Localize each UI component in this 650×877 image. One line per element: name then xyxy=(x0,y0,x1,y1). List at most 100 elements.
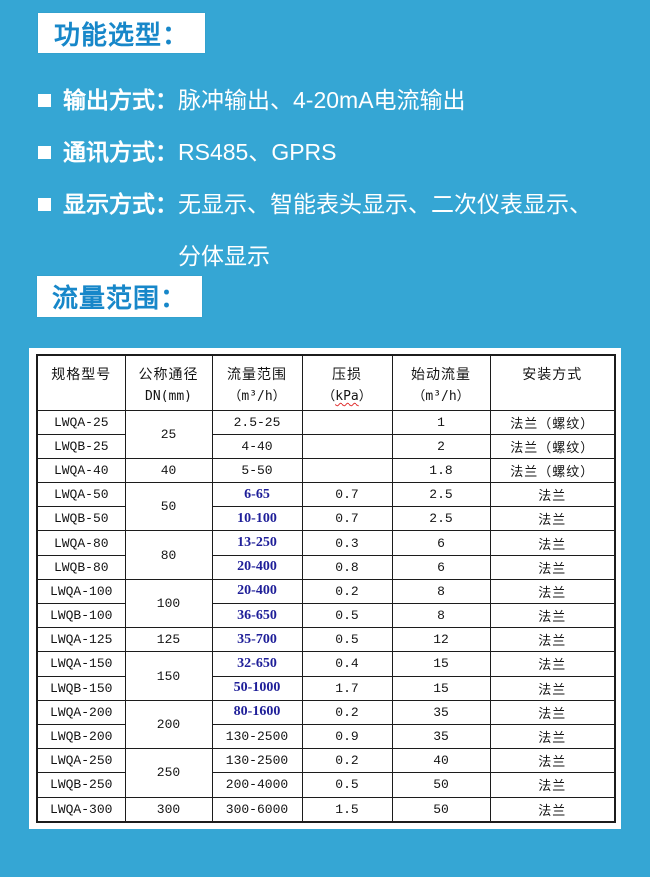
bullet-value: 无显示、智能表头显示、二次仪表显示、 分体显示 xyxy=(178,188,592,272)
cell-model: LWQA-300 xyxy=(36,796,126,823)
cell-flow-range: 20-400 xyxy=(211,578,303,605)
cell-pressure-loss xyxy=(301,457,393,484)
table-row: LWQB-25 4-40 2 法兰（螺纹） xyxy=(36,433,616,459)
cell-install: 法兰（螺纹） xyxy=(489,409,616,435)
cell-pressure-loss: 0.9 xyxy=(301,723,393,750)
cell-pressure-loss xyxy=(301,433,393,459)
cell-flow-range: 50-1000 xyxy=(211,675,303,701)
column-title: 流量范围 xyxy=(227,366,287,382)
column-header: 压损 （kPa） xyxy=(301,354,393,411)
cell-start-flow: 35 xyxy=(391,699,491,725)
table-row: LWQB-250 200-4000 0.5 50 法兰 xyxy=(36,772,616,798)
function-selection-title: 功能选型： xyxy=(53,19,189,50)
cell-flow-range: 130-2500 xyxy=(211,748,303,774)
cell-install: 法兰 xyxy=(489,627,616,653)
bullet-label: 显示方式： xyxy=(63,191,178,217)
cell-flow-range: 6-65 xyxy=(211,482,303,508)
cell-pressure-loss: 0.5 xyxy=(301,602,393,629)
column-title: 公称通径 xyxy=(138,366,199,382)
cell-start-flow: 6 xyxy=(391,554,491,580)
cell-dn: 250 xyxy=(124,748,213,798)
cell-start-flow: 2.5 xyxy=(391,482,491,508)
cell-pressure-loss: 0.3 xyxy=(301,530,393,556)
cell-pressure-loss: 0.5 xyxy=(301,627,393,653)
cell-start-flow: 8 xyxy=(391,578,491,605)
cell-pressure-loss: 0.2 xyxy=(301,748,393,774)
table-row: LWQB-150 50-1000 1.7 15 法兰 xyxy=(36,675,616,701)
cell-model: LWQA-100 xyxy=(36,578,126,605)
column-title: 规格型号 xyxy=(51,366,112,382)
cell-model: LWQB-100 xyxy=(36,602,126,629)
cell-dn: 100 xyxy=(124,578,213,629)
cell-flow-range: 80-1600 xyxy=(211,699,303,725)
cell-pressure-loss: 0.7 xyxy=(301,482,393,508)
cell-flow-range: 32-650 xyxy=(211,651,303,677)
cell-pressure-loss: 0.7 xyxy=(301,506,393,532)
cell-model: LWQB-25 xyxy=(36,433,126,459)
cell-install: 法兰 xyxy=(489,723,616,750)
cell-pressure-loss: 0.5 xyxy=(301,772,393,798)
cell-model: LWQB-250 xyxy=(36,772,126,798)
bullet-value: 脉冲输出、4-20mA电流输出 xyxy=(178,84,466,116)
cell-install: 法兰 xyxy=(489,530,616,556)
table-row: LWQB-100 36-650 0.5 8 法兰 xyxy=(36,602,616,629)
cell-pressure-loss: 1.7 xyxy=(301,675,393,701)
column-unit: （m³/h） xyxy=(228,389,286,404)
table-row: LWQA-250 250 130-2500 0.2 40 法兰 xyxy=(36,748,616,798)
function-selection-list: 输出方式： 脉冲输出、4-20mA电流输出 通讯方式： RS485、GPRS 显… xyxy=(38,84,630,292)
cell-dn: 200 xyxy=(124,699,213,750)
cell-install: 法兰（螺纹） xyxy=(489,433,616,459)
cell-install: 法兰 xyxy=(489,651,616,677)
table-row: LWQB-80 20-400 0.8 6 法兰 xyxy=(36,554,616,580)
cell-flow-range: 35-700 xyxy=(211,627,303,653)
column-unit: （kPa） xyxy=(322,389,372,404)
bullet-comm-mode: 通讯方式： RS485、GPRS xyxy=(38,136,630,168)
column-title: 安装方式 xyxy=(522,366,583,382)
cell-pressure-loss: 0.2 xyxy=(301,699,393,725)
cell-start-flow: 15 xyxy=(391,675,491,701)
cell-dn: 125 xyxy=(124,627,213,653)
cell-start-flow: 8 xyxy=(391,602,491,629)
cell-flow-range: 10-100 xyxy=(211,506,303,532)
cell-flow-range: 200-4000 xyxy=(211,772,303,798)
table-row: LWQA-100 100 20-400 0.2 8 法兰 xyxy=(36,578,616,629)
bullet-label: 通讯方式： xyxy=(63,139,178,165)
cell-model: LWQA-25 xyxy=(36,409,126,435)
cell-start-flow: 15 xyxy=(391,651,491,677)
cell-model: LWQA-150 xyxy=(36,651,126,677)
flow-table-body: LWQA-25 25 2.5-25 1 法兰（螺纹） LWQB-25 4-40 2 法兰（螺纹）… xyxy=(36,409,616,823)
table-row: LWQB-50 10-100 0.7 2.5 法兰 xyxy=(36,506,616,532)
cell-start-flow: 50 xyxy=(391,772,491,798)
column-unit: （m³/h） xyxy=(412,389,470,404)
cell-flow-range: 130-2500 xyxy=(211,723,303,750)
flow-range-title-badge: 流量范围： xyxy=(37,276,202,317)
cell-pressure-loss: 0.4 xyxy=(301,651,393,677)
square-bullet-icon xyxy=(38,198,51,211)
cell-install: 法兰 xyxy=(489,748,616,774)
cell-install: 法兰 xyxy=(489,506,616,532)
table-row: LWQA-200 200 80-1600 0.2 35 法兰 xyxy=(36,699,616,750)
cell-start-flow: 1 xyxy=(391,409,491,435)
cell-flow-range: 2.5-25 xyxy=(211,409,303,435)
column-header: 安装方式 xyxy=(489,354,616,411)
cell-model: LWQB-150 xyxy=(36,675,126,701)
cell-model: LWQB-80 xyxy=(36,554,126,580)
cell-model: LWQA-40 xyxy=(36,457,126,484)
cell-flow-range: 300-6000 xyxy=(211,796,303,823)
header-row: 规格型号 公称通径 DN(mm) 流量范围 （m³/h） 压损 （kPa） 始动流量 （m³/h… xyxy=(36,354,616,411)
cell-model: LWQA-50 xyxy=(36,482,126,508)
square-bullet-icon xyxy=(38,146,51,159)
table-row: LWQA-300 300 300-6000 1.5 50 法兰 xyxy=(36,796,616,823)
cell-install: 法兰 xyxy=(489,699,616,725)
cell-pressure-loss xyxy=(301,409,393,435)
cell-install: 法兰 xyxy=(489,675,616,701)
cell-model: LWQA-125 xyxy=(36,627,126,653)
table-row: LWQA-125 125 35-700 0.5 12 法兰 xyxy=(36,627,616,653)
cell-dn: 300 xyxy=(124,796,213,823)
cell-start-flow: 35 xyxy=(391,723,491,750)
bullet-value-line: 脉冲输出、4-20mA电流输出 xyxy=(178,87,466,113)
cell-flow-range: 36-650 xyxy=(211,602,303,629)
cell-flow-range: 13-250 xyxy=(211,530,303,556)
cell-flow-range: 20-400 xyxy=(211,554,303,580)
